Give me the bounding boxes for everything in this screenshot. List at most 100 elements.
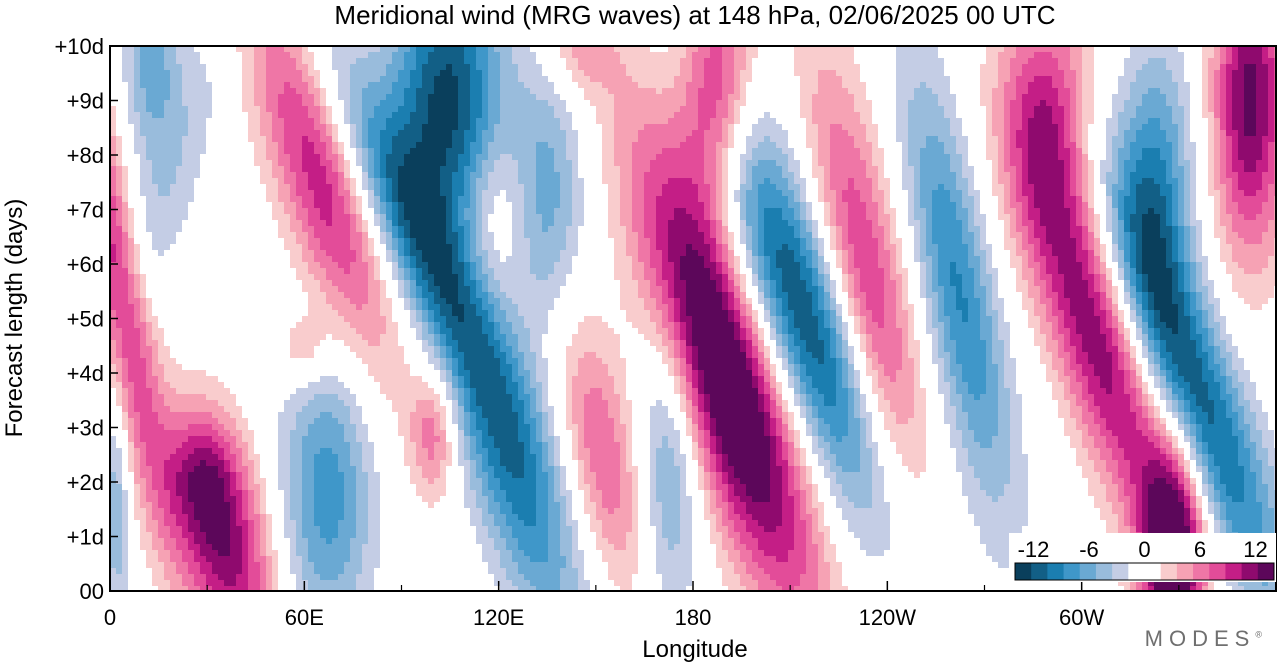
contour-cell — [386, 172, 392, 178]
contour-cell — [524, 226, 530, 232]
contour-cell — [1040, 148, 1046, 154]
contour-cell — [524, 160, 530, 166]
contour-cell — [980, 226, 986, 232]
contour-cell — [428, 106, 434, 112]
contour-cell — [338, 220, 344, 226]
contour-cell — [1184, 220, 1190, 226]
contour-cell — [1028, 118, 1034, 124]
contour-cell — [1010, 130, 1016, 136]
contour-cell — [470, 214, 476, 220]
contour-cell — [548, 214, 554, 220]
contour-cell — [692, 52, 698, 58]
contour-cell — [650, 226, 656, 232]
contour-cell — [632, 130, 638, 136]
contour-cell — [800, 196, 806, 202]
contour-cell — [512, 202, 518, 208]
contour-cell — [800, 214, 806, 220]
contour-cell — [188, 88, 194, 94]
contour-cell — [650, 100, 656, 106]
contour-cell — [416, 214, 422, 220]
contour-cell — [818, 130, 824, 136]
contour-cell — [428, 82, 434, 88]
contour-cell — [308, 94, 314, 100]
contour-cell — [1250, 112, 1256, 118]
contour-cell — [200, 88, 206, 94]
contour-cell — [1244, 190, 1250, 196]
contour-cell — [1148, 190, 1154, 196]
contour-cell — [992, 70, 998, 76]
contour-cell — [854, 112, 860, 118]
contour-cell — [1166, 178, 1172, 184]
contour-cell — [872, 154, 878, 160]
contour-cell — [842, 208, 848, 214]
contour-cell — [1076, 70, 1082, 76]
contour-cell — [1118, 166, 1124, 172]
contour-cell — [632, 202, 638, 208]
contour-cell — [374, 124, 380, 130]
contour-cell — [1262, 64, 1268, 70]
contour-cell — [440, 52, 446, 58]
contour-cell — [326, 232, 332, 238]
contour-cell — [1238, 94, 1244, 100]
contour-cell — [152, 124, 158, 130]
contour-cell — [416, 58, 422, 64]
contour-cell — [422, 196, 428, 202]
contour-cell — [938, 214, 944, 220]
contour-cell — [914, 124, 920, 130]
contour-cell — [836, 82, 842, 88]
contour-cell — [914, 46, 920, 52]
contour-cell — [542, 136, 548, 142]
contour-cell — [704, 100, 710, 106]
contour-cell — [914, 112, 920, 118]
contour-cell — [1076, 220, 1082, 226]
contour-cell — [632, 184, 638, 190]
contour-cell — [284, 94, 290, 100]
contour-cell — [1010, 148, 1016, 154]
contour-cell — [752, 232, 758, 238]
contour-cell — [698, 196, 704, 202]
contour-cell — [1058, 76, 1064, 82]
contour-cell — [524, 220, 530, 226]
contour-cell — [596, 76, 602, 82]
contour-cell — [476, 160, 482, 166]
contour-cell — [692, 124, 698, 130]
contour-cell — [464, 52, 470, 58]
contour-cell — [1028, 130, 1034, 136]
contour-cell — [182, 112, 188, 118]
contour-cell — [308, 154, 314, 160]
contour-cell — [578, 76, 584, 82]
contour-cell — [146, 142, 152, 148]
contour-cell — [1004, 52, 1010, 58]
contour-cell — [698, 184, 704, 190]
contour-cell — [902, 166, 908, 172]
contour-cell — [380, 208, 386, 214]
contour-cell — [1184, 148, 1190, 154]
contour-cell — [398, 190, 404, 196]
contour-cell — [944, 94, 950, 100]
contour-cell — [290, 106, 296, 112]
contour-cell — [650, 166, 656, 172]
contour-cell — [524, 64, 530, 70]
contour-cell — [326, 142, 332, 148]
contour-cell — [722, 184, 728, 190]
contour-cell — [830, 142, 836, 148]
contour-cell — [1070, 88, 1076, 94]
contour-cell — [488, 94, 494, 100]
contour-cell — [1028, 88, 1034, 94]
contour-cell — [1052, 172, 1058, 178]
contour-cell — [296, 124, 302, 130]
contour-cell — [1124, 100, 1130, 106]
contour-cell — [854, 172, 860, 178]
contour-cell — [1076, 100, 1082, 106]
contour-cell — [518, 94, 524, 100]
contour-cell — [488, 118, 494, 124]
contour-cell — [1136, 58, 1142, 64]
contour-cell — [1112, 202, 1118, 208]
contour-cell — [854, 208, 860, 214]
contour-cell — [716, 172, 722, 178]
contour-cell — [1178, 202, 1184, 208]
contour-cell — [938, 100, 944, 106]
contour-cell — [380, 220, 386, 226]
contour-cell — [1088, 196, 1094, 202]
contour-cell — [608, 202, 614, 208]
